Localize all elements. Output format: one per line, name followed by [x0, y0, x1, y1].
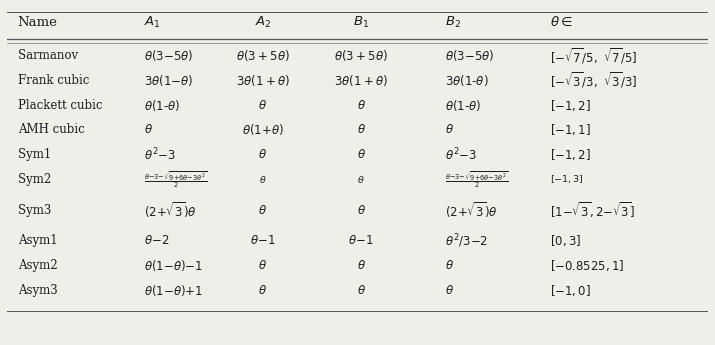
- Text: Sarmanov: Sarmanov: [18, 49, 78, 62]
- Text: $\theta(3+5\theta)$: $\theta(3+5\theta)$: [334, 48, 388, 63]
- Text: $B_1$: $B_1$: [353, 14, 369, 30]
- Text: $\theta \in$: $\theta \in$: [551, 15, 573, 29]
- Text: $\theta(3{-}5\theta)$: $\theta(3{-}5\theta)$: [144, 48, 193, 63]
- Text: $\theta(1{-}\theta){-}1$: $\theta(1{-}\theta){-}1$: [144, 258, 203, 273]
- Text: $\theta(3+5\theta)$: $\theta(3+5\theta)$: [236, 48, 290, 63]
- Text: $\theta(1{+}\theta)$: $\theta(1{+}\theta)$: [242, 122, 284, 137]
- Text: $\theta$: $\theta$: [258, 204, 267, 217]
- Text: Frank cubic: Frank cubic: [18, 74, 89, 87]
- Text: $\theta$: $\theta$: [357, 204, 365, 217]
- Text: $[-1,1]$: $[-1,1]$: [551, 122, 591, 137]
- Text: $\theta(1\text{-}\theta)$: $\theta(1\text{-}\theta)$: [445, 98, 481, 113]
- Text: $\theta$: $\theta$: [357, 124, 365, 136]
- Text: Sym3: Sym3: [18, 204, 51, 217]
- Text: $3\theta(1{-}\theta)$: $3\theta(1{-}\theta)$: [144, 73, 193, 88]
- Text: $\frac{\theta{-}3{-}\sqrt{9{+}6\theta{-}3\theta^2}}{2}$: $\frac{\theta{-}3{-}\sqrt{9{+}6\theta{-}…: [144, 169, 207, 190]
- Text: $\theta^2{-}3$: $\theta^2{-}3$: [144, 146, 176, 163]
- Text: $\theta(3{-}5\theta)$: $\theta(3{-}5\theta)$: [445, 48, 495, 63]
- Text: $3\theta(1+\theta)$: $3\theta(1+\theta)$: [236, 73, 290, 88]
- Text: Asym1: Asym1: [18, 234, 57, 247]
- Text: Sym1: Sym1: [18, 148, 51, 161]
- Text: $[-1,2]$: $[-1,2]$: [551, 147, 591, 162]
- Text: Asym2: Asym2: [18, 259, 57, 272]
- Text: $[0,3]$: $[0,3]$: [551, 233, 581, 248]
- Text: $B_2$: $B_2$: [445, 14, 461, 30]
- Text: $[-\sqrt{3}/3,\ \sqrt{3}/3]$: $[-\sqrt{3}/3,\ \sqrt{3}/3]$: [551, 71, 638, 90]
- Text: $\theta{-}2$: $\theta{-}2$: [144, 234, 169, 247]
- Text: $\theta(1\text{-}\theta)$: $\theta(1\text{-}\theta)$: [144, 98, 180, 113]
- Text: $\theta$: $\theta$: [259, 174, 267, 185]
- Text: $(2{+}\sqrt{3})\theta$: $(2{+}\sqrt{3})\theta$: [144, 200, 197, 220]
- Text: $A_2$: $A_2$: [255, 14, 271, 30]
- Text: $\theta$: $\theta$: [445, 259, 454, 272]
- Text: $\theta$: $\theta$: [358, 174, 365, 185]
- Text: $\theta$: $\theta$: [357, 284, 365, 297]
- Text: $[-1,3]$: $[-1,3]$: [551, 173, 583, 185]
- Text: $\theta$: $\theta$: [357, 259, 365, 272]
- Text: Plackett cubic: Plackett cubic: [18, 99, 102, 112]
- Text: $\theta$: $\theta$: [258, 148, 267, 161]
- Text: AMH cubic: AMH cubic: [18, 124, 84, 136]
- Text: $\theta^2{-}3$: $\theta^2{-}3$: [445, 146, 477, 163]
- Text: $\theta$: $\theta$: [258, 99, 267, 112]
- Text: $\theta$: $\theta$: [144, 124, 153, 136]
- Text: $(2{+}\sqrt{3})\theta$: $(2{+}\sqrt{3})\theta$: [445, 200, 498, 220]
- Text: $\theta$: $\theta$: [445, 124, 454, 136]
- Text: $A_1$: $A_1$: [144, 14, 161, 30]
- Text: $\theta$: $\theta$: [258, 259, 267, 272]
- Text: $\theta$: $\theta$: [258, 284, 267, 297]
- Text: $\theta{-}1$: $\theta{-}1$: [250, 234, 275, 247]
- Text: Name: Name: [18, 16, 57, 29]
- Text: $[-\sqrt{7}/5,\ \sqrt{7}/5]$: $[-\sqrt{7}/5,\ \sqrt{7}/5]$: [551, 46, 638, 66]
- Text: $[-1,2]$: $[-1,2]$: [551, 98, 591, 113]
- Text: $\theta^2/3{-}2$: $\theta^2/3{-}2$: [445, 232, 488, 249]
- Text: $\theta$: $\theta$: [445, 284, 454, 297]
- Text: $\theta$: $\theta$: [357, 148, 365, 161]
- Text: $3\theta(1\text{-}\theta)$: $3\theta(1\text{-}\theta)$: [445, 73, 489, 88]
- Text: $\theta{-}1$: $\theta{-}1$: [348, 234, 374, 247]
- Text: $[1{-}\sqrt{3},2{-}\sqrt{3}]$: $[1{-}\sqrt{3},2{-}\sqrt{3}]$: [551, 200, 636, 220]
- Text: $[-1,0]$: $[-1,0]$: [551, 283, 591, 298]
- Text: $\theta(1{-}\theta){+}1$: $\theta(1{-}\theta){+}1$: [144, 283, 203, 298]
- Text: $\theta$: $\theta$: [357, 99, 365, 112]
- Text: $3\theta(1+\theta)$: $3\theta(1+\theta)$: [334, 73, 388, 88]
- Text: $[-0.8525,1]$: $[-0.8525,1]$: [551, 258, 624, 273]
- Text: Sym2: Sym2: [18, 173, 51, 186]
- Text: Asym3: Asym3: [18, 284, 57, 297]
- Text: $\frac{\theta{-}3{-}\sqrt{9{+}6\theta{-}3\theta^2}}{2}$: $\frac{\theta{-}3{-}\sqrt{9{+}6\theta{-}…: [445, 169, 508, 190]
